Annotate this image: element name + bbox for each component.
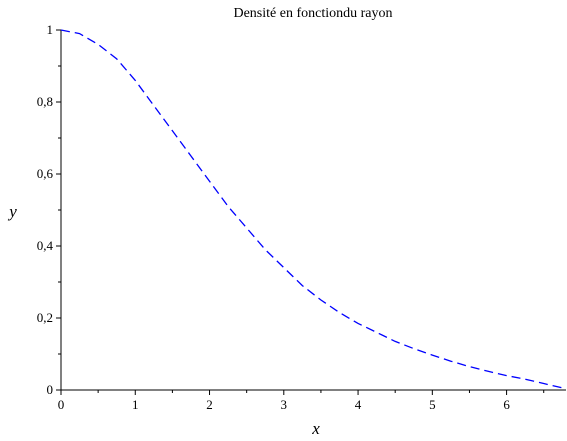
series-line-0 <box>60 29 567 390</box>
ticks: 0 1 2 3 4 5 6 0 0,2 0,4 0,6 0,8 1 <box>37 22 545 412</box>
axes <box>60 30 566 391</box>
chart-title: Densité en fonctiondu rayon <box>233 6 392 21</box>
series-layer <box>60 29 567 390</box>
x-tick-label: 2 <box>206 397 213 412</box>
y-tick-label: 0,4 <box>37 238 54 253</box>
plot-area: 0 1 2 3 4 5 6 0 0,2 0,4 0,6 0,8 1 <box>37 22 567 412</box>
y-tick-label: 0,2 <box>37 310 53 325</box>
y-axis-label: y <box>7 202 17 221</box>
x-tick-label: 4 <box>355 397 362 412</box>
y-tick-label: 1 <box>47 22 54 37</box>
x-tick-label: 5 <box>429 397 436 412</box>
y-tick-label: 0,6 <box>37 166 54 181</box>
x-tick-label: 6 <box>503 397 510 412</box>
x-axis-label: x <box>311 419 320 438</box>
x-tick-label: 1 <box>132 397 139 412</box>
y-tick-label: 0 <box>47 382 54 397</box>
y-tick-label: 0,8 <box>37 94 53 109</box>
x-tick-label: 0 <box>58 397 65 412</box>
x-tick-label: 3 <box>281 397 288 412</box>
